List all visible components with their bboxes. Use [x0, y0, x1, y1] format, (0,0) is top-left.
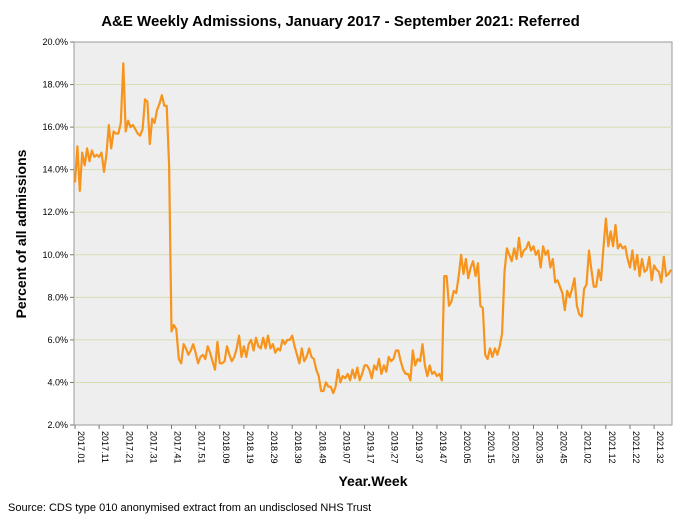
x-tick-label: 2021.22: [631, 431, 641, 464]
x-tick-label: 2018.29: [269, 431, 279, 464]
y-tick-label: 8.0%: [47, 292, 68, 302]
x-tick-label: 2018.19: [245, 431, 255, 464]
x-axis: 2017.01 2017.11 2017.21 2017.31 2017.41 2017.…: [74, 425, 665, 464]
x-tick-label: 2021.32: [655, 431, 665, 464]
y-tick-label: 14.0%: [42, 165, 68, 175]
x-tick-label: 2019.17: [366, 431, 376, 464]
y-tick-label: 2.0%: [47, 420, 68, 430]
y-tick-label: 18.0%: [42, 80, 68, 90]
x-tick-label: 2019.47: [438, 431, 448, 464]
x-tick-label: 2020.05: [462, 431, 472, 464]
x-tick-label: 2017.21: [124, 431, 134, 464]
x-tick-label: 2020.25: [510, 431, 520, 464]
x-tick-label: 2020.45: [559, 431, 569, 464]
x-tick-label: 2017.51: [197, 431, 207, 464]
chart-title: A&E Weekly Admissions, January 2017 - Se…: [101, 13, 580, 30]
y-axis-label: Percent of all admissions: [13, 149, 29, 318]
y-tick-label: 16.0%: [42, 122, 68, 132]
x-tick-label: 2020.15: [486, 431, 496, 464]
y-tick-label: 12.0%: [42, 207, 68, 217]
x-tick-label: 2018.39: [293, 431, 303, 464]
x-tick-label: 2017.11: [100, 431, 110, 463]
source-note: Source: CDS type 010 anonymised extract …: [8, 502, 372, 514]
gridlines: [74, 84, 672, 383]
x-tick-label: 2018.49: [317, 431, 327, 464]
x-tick-label: 2018.09: [221, 431, 231, 464]
series-group: [73, 62, 672, 395]
x-tick-label: 2017.41: [173, 431, 183, 464]
x-axis-label: Year.Week: [338, 473, 407, 489]
y-tick-label: 20.0%: [42, 37, 68, 47]
x-tick-label: 2017.31: [148, 431, 158, 464]
plot-area: [73, 41, 673, 426]
y-axis: 2.0% 4.0% 6.0% 8.0% 10.0% 12.0% 14.0% 16.0% 18.0…: [42, 37, 74, 430]
x-tick-label: 2019.27: [390, 431, 400, 464]
y-tick-label: 6.0%: [47, 335, 68, 345]
y-tick-label: 4.0%: [47, 377, 68, 387]
y-tick-label: 10.0%: [42, 250, 68, 260]
x-tick-label: 2021.02: [583, 431, 593, 464]
series-line-referred: [73, 62, 672, 395]
x-tick-label: 2021.12: [607, 431, 617, 464]
x-tick-label: 2017.01: [76, 431, 86, 464]
x-tick-label: 2019.07: [341, 431, 351, 464]
x-tick-label: 2020.35: [534, 431, 544, 464]
x-tick-label: 2019.37: [414, 431, 424, 464]
